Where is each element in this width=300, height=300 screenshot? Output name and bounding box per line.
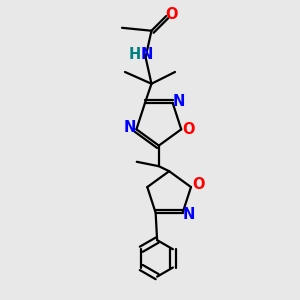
Text: N: N	[141, 47, 153, 62]
Text: O: O	[182, 122, 195, 137]
Text: N: N	[173, 94, 185, 109]
Text: N: N	[124, 120, 136, 135]
Text: O: O	[192, 177, 205, 192]
Text: H: H	[128, 47, 140, 62]
Text: N: N	[183, 207, 195, 222]
Text: O: O	[165, 7, 178, 22]
